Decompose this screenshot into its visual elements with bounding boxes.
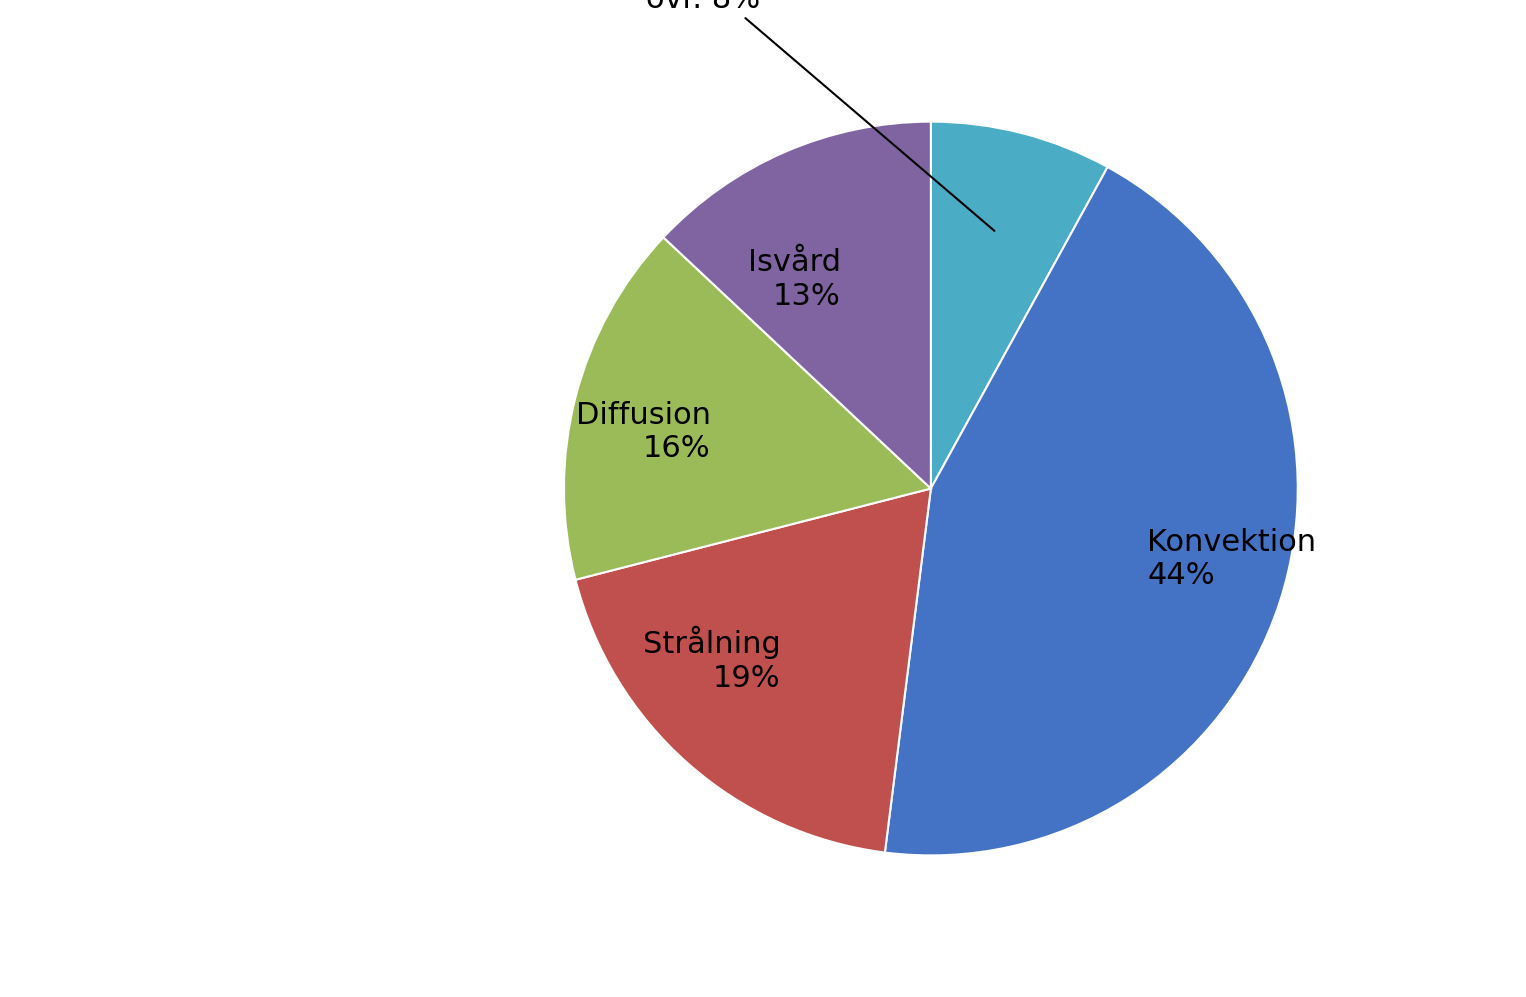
Wedge shape	[931, 122, 1108, 489]
Text: Konvektion
44%: Konvektion 44%	[1148, 527, 1317, 590]
Wedge shape	[885, 167, 1297, 855]
Wedge shape	[664, 122, 931, 489]
Wedge shape	[565, 237, 931, 580]
Text: Isvård
13%: Isvård 13%	[748, 248, 841, 311]
Wedge shape	[575, 489, 931, 852]
Text: Diffusion
16%: Diffusion 16%	[575, 401, 711, 464]
Text: Belysning &
övr. 8%: Belysning & övr. 8%	[612, 0, 995, 231]
Text: Strålning
19%: Strålning 19%	[642, 626, 780, 693]
